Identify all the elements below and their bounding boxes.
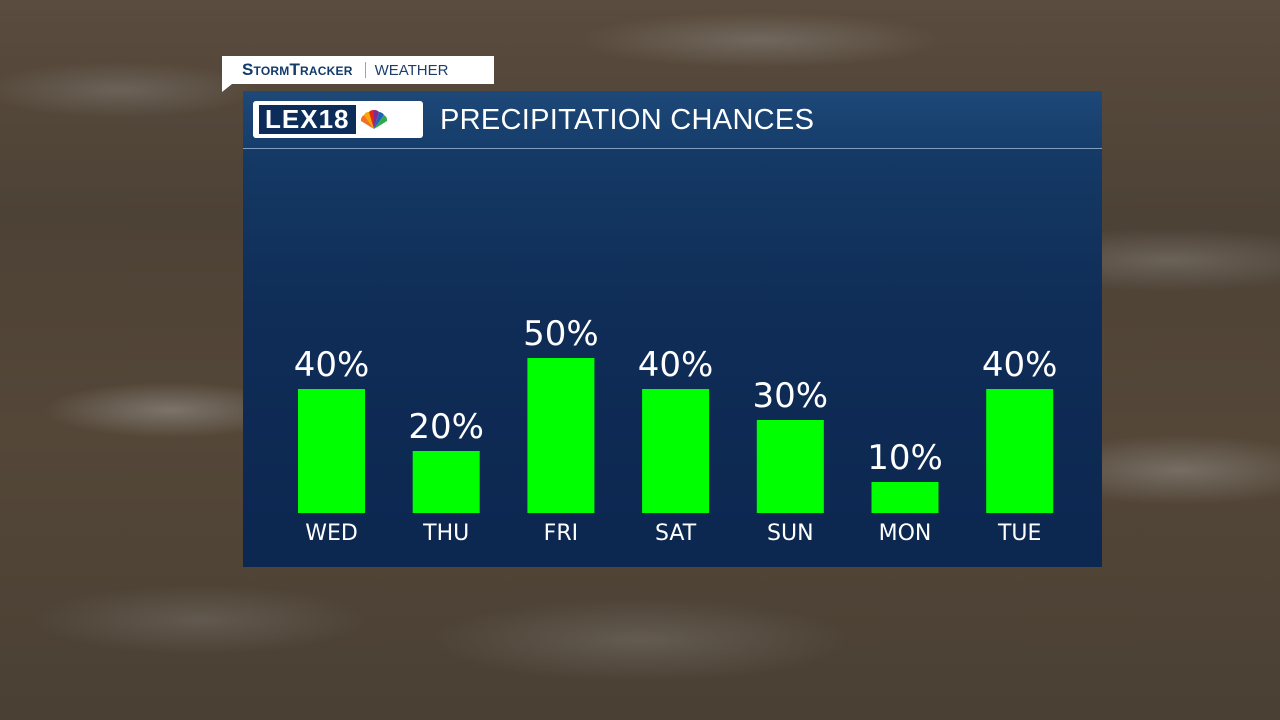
station-logo: LEX18: [253, 101, 423, 138]
chart-title: PRECIPITATION CHANCES: [440, 104, 815, 136]
day-label-sat: SAT: [655, 521, 697, 546]
brand-tag: StormTracker WEATHER: [222, 56, 494, 92]
bar-thu: [412, 451, 480, 513]
day-label-wed: WED: [305, 521, 358, 546]
chart-panel: LEX18 PRECIPITATION CHANCES 40% WED 20% THU…: [243, 91, 1102, 567]
value-label-mon: 10%: [867, 438, 943, 478]
bar-sun: [756, 420, 824, 513]
value-label-sun: 30%: [753, 376, 829, 416]
bar-fri: [527, 358, 595, 513]
precipitation-bar-chart: 40% WED 20% THU 50% FRI 40% SAT 30% SUN 10% MON 40% T…: [294, 314, 1058, 546]
bar-tue: [986, 389, 1054, 513]
day-label-fri: FRI: [544, 521, 578, 546]
day-label-mon: MON: [879, 521, 932, 546]
station-logo-text: LEX18: [259, 105, 356, 134]
bar-wed: [298, 389, 365, 513]
peacock-icon: [360, 109, 387, 129]
bar-sat: [642, 389, 710, 513]
value-label-tue: 40%: [982, 345, 1058, 385]
chart-header: LEX18 PRECIPITATION CHANCES: [243, 91, 1102, 149]
show-name: StormTracker: [242, 60, 353, 79]
bar-mon: [871, 482, 939, 513]
value-label-fri: 50%: [523, 314, 599, 354]
day-label-thu: THU: [422, 521, 469, 546]
section-name: WEATHER: [374, 61, 449, 79]
day-label-tue: TUE: [997, 521, 1041, 546]
value-label-wed: 40%: [294, 345, 370, 385]
value-label-thu: 20%: [408, 407, 484, 447]
day-label-sun: SUN: [767, 521, 814, 546]
brand-divider: [364, 62, 366, 78]
value-label-sat: 40%: [638, 345, 714, 385]
